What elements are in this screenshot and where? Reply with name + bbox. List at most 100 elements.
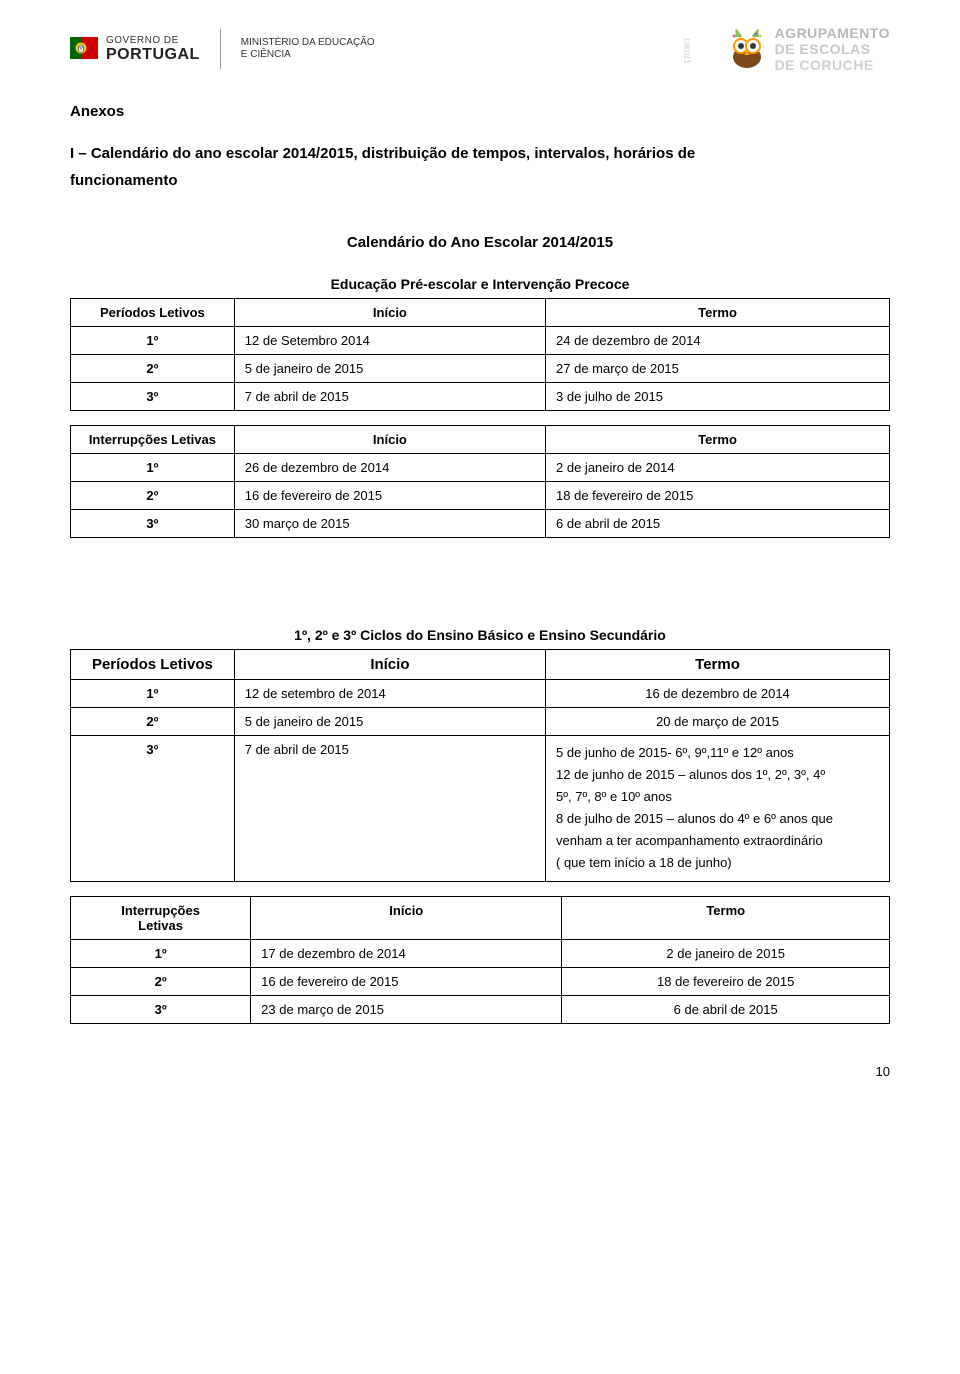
cell: 1º — [71, 680, 235, 708]
agrup-id: 170367 — [683, 37, 692, 64]
table-row: 3º 23 de março de 2015 6 de abril de 201… — [71, 995, 890, 1023]
agrup-l3: DE CORUCHE — [775, 57, 890, 73]
ministerio-line1: MINISTÉRIO DA EDUCAÇÃO — [241, 37, 375, 49]
table-row: 1º 12 de Setembro 2014 24 de dezembro de… — [71, 327, 890, 355]
governo-text: GOVERNO DE PORTUGAL — [106, 35, 200, 64]
cell: 2 de janeiro de 2015 — [562, 939, 890, 967]
table-row: 2º 16 de fevereiro de 2015 18 de feverei… — [71, 482, 890, 510]
agrup-l1: AGRUPAMENTO — [775, 25, 890, 41]
cell: 6 de abril de 2015 — [546, 510, 890, 538]
cell: 18 de fevereiro de 2015 — [562, 967, 890, 995]
col-termo: Termo — [546, 426, 890, 454]
col-interrupcoes: Interrupções Letivas — [71, 896, 251, 939]
governo-line2: PORTUGAL — [106, 46, 200, 64]
table-row: 2º 5 de janeiro de 2015 27 de março de 2… — [71, 355, 890, 383]
col-periodos: Períodos Letivos — [71, 299, 235, 327]
cell-line: 12 de junho de 2015 – alunos dos 1º, 2º,… — [556, 764, 879, 786]
cell: 2 de janeiro de 2014 — [546, 454, 890, 482]
table-row: 3º 30 março de 2015 6 de abril de 2015 — [71, 510, 890, 538]
cell: 1º — [71, 454, 235, 482]
cell: 20 de março de 2015 — [546, 708, 890, 736]
cell: 1º — [71, 327, 235, 355]
page-number: 10 — [70, 1064, 890, 1079]
cell: 7 de abril de 2015 — [234, 736, 545, 882]
cell-line: 5 de junho de 2015- 6º, 9º,11º e 12º ano… — [556, 742, 879, 764]
calendar-title: Calendário do Ano Escolar 2014/2015 — [70, 234, 890, 251]
col-inicio: Início — [234, 426, 545, 454]
cell-line: 8 de julho de 2015 – alunos do 4º e 6º a… — [556, 808, 879, 830]
table-interrupcoes-ciclos: Interrupções Letivas Início Termo 1º 17 … — [70, 896, 890, 1024]
table-row: 1º 26 de dezembro de 2014 2 de janeiro d… — [71, 454, 890, 482]
col-inicio: Início — [234, 650, 545, 680]
col-interrupcoes: Interrupções Letivas — [71, 426, 235, 454]
cell: 3º — [71, 510, 235, 538]
cell: 3º — [71, 995, 251, 1023]
cell-line: ( que tem início a 18 de junho) — [556, 852, 879, 874]
col-inicio: Início — [251, 896, 562, 939]
col-termo: Termo — [562, 896, 890, 939]
col-interrupcoes-l1: Interrupções — [81, 903, 240, 918]
table-header-row: Períodos Letivos Início Termo — [71, 299, 890, 327]
divider — [220, 29, 221, 69]
agrup-l2: DE ESCOLAS — [775, 41, 890, 57]
subtitle-pre-escolar: Educação Pré-escolar e Intervenção Preco… — [70, 276, 890, 292]
table-row: 2º 5 de janeiro de 2015 20 de março de 2… — [71, 708, 890, 736]
table-periodos-ciclos: Períodos Letivos Início Termo 1º 12 de s… — [70, 649, 890, 882]
cell: 12 de setembro de 2014 — [234, 680, 545, 708]
cell: 1º — [71, 939, 251, 967]
governo-line1: GOVERNO DE — [106, 35, 200, 46]
col-inicio: Início — [234, 299, 545, 327]
cell: 12 de Setembro 2014 — [234, 327, 545, 355]
cell: 2º — [71, 355, 235, 383]
cell: 23 de março de 2015 — [251, 995, 562, 1023]
cell: 24 de dezembro de 2014 — [546, 327, 890, 355]
cell: 3º — [71, 736, 235, 882]
cell: 2º — [71, 967, 251, 995]
table-row: 3º 7 de abril de 2015 5 de junho de 2015… — [71, 736, 890, 882]
cell: 5 de janeiro de 2015 — [234, 355, 545, 383]
table-periodos-pre: Períodos Letivos Início Termo 1º 12 de S… — [70, 298, 890, 411]
cell: 7 de abril de 2015 — [234, 383, 545, 411]
table-header-row: Períodos Letivos Início Termo — [71, 650, 890, 680]
cell: 3 de julho de 2015 — [546, 383, 890, 411]
cell: 18 de fevereiro de 2015 — [546, 482, 890, 510]
cell: 16 de fevereiro de 2015 — [251, 967, 562, 995]
cell: 6 de abril de 2015 — [562, 995, 890, 1023]
page-header: GOVERNO DE PORTUGAL MINISTÉRIO DA EDUCAÇ… — [70, 25, 890, 73]
table-row: 1º 12 de setembro de 2014 16 de dezembro… — [71, 680, 890, 708]
table-row: 2º 16 de fevereiro de 2015 18 de feverei… — [71, 967, 890, 995]
col-interrupcoes-l2: Letivas — [81, 918, 240, 933]
cell: 2º — [71, 708, 235, 736]
cell-line: 5º, 7º, 8º e 10º anos — [556, 786, 879, 808]
subtitle-ciclos: 1º, 2º e 3º Ciclos do Ensino Básico e En… — [70, 627, 890, 643]
table-interrupcoes-pre: Interrupções Letivas Início Termo 1º 26 … — [70, 425, 890, 538]
cell: 2º — [71, 482, 235, 510]
logo-agrupamento: 170367 AGRUPAMENTO DE ESCOLAS DE CORUCHE — [692, 25, 890, 73]
table-row: 1º 17 de dezembro de 2014 2 de janeiro d… — [71, 939, 890, 967]
cell: 26 de dezembro de 2014 — [234, 454, 545, 482]
cell: 30 março de 2015 — [234, 510, 545, 538]
table-row: 3º 7 de abril de 2015 3 de julho de 2015 — [71, 383, 890, 411]
cell: 3º — [71, 383, 235, 411]
table-header-row: Interrupções Letivas Início Termo — [71, 426, 890, 454]
agrup-text: AGRUPAMENTO DE ESCOLAS DE CORUCHE — [775, 25, 890, 73]
cell-multi: 5 de junho de 2015- 6º, 9º,11º e 12º ano… — [546, 736, 890, 882]
cell-line: venham a ter acompanhamento extraordinár… — [556, 830, 879, 852]
cell: 27 de março de 2015 — [546, 355, 890, 383]
col-periodos: Períodos Letivos — [71, 650, 235, 680]
cell: 16 de dezembro de 2014 — [546, 680, 890, 708]
ministerio-text: MINISTÉRIO DA EDUCAÇÃO E CIÊNCIA — [241, 37, 375, 61]
logo-governo-portugal: GOVERNO DE PORTUGAL — [70, 33, 200, 65]
table-header-row: Interrupções Letivas Início Termo — [71, 896, 890, 939]
intro-line2: funcionamento — [70, 167, 890, 194]
coat-of-arms-icon — [70, 33, 98, 65]
owl-icon — [727, 29, 767, 69]
intro-text: I – Calendário do ano escolar 2014/2015,… — [70, 140, 890, 194]
cell: 5 de janeiro de 2015 — [234, 708, 545, 736]
col-termo: Termo — [546, 299, 890, 327]
section-heading: Anexos — [70, 103, 890, 120]
col-termo: Termo — [546, 650, 890, 680]
cell: 17 de dezembro de 2014 — [251, 939, 562, 967]
intro-line1: I – Calendário do ano escolar 2014/2015,… — [70, 140, 890, 167]
ministerio-line2: E CIÊNCIA — [241, 49, 375, 61]
